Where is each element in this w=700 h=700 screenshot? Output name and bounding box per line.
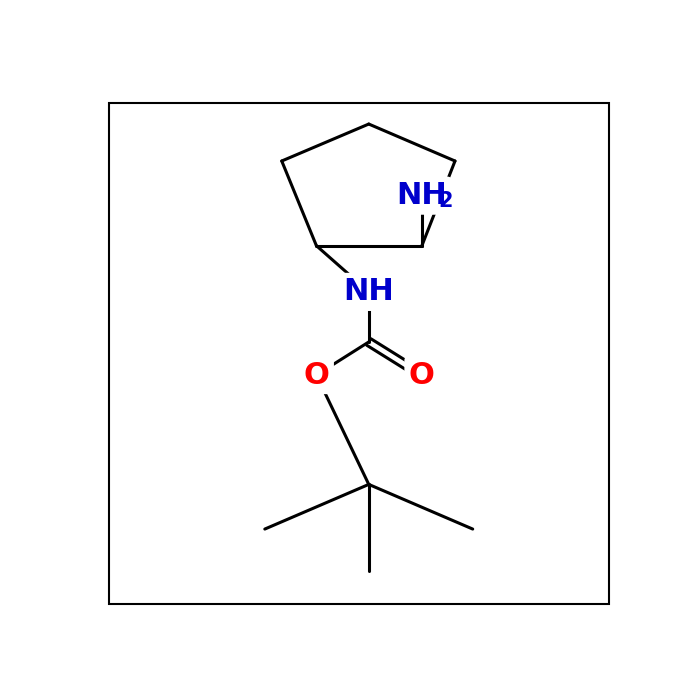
Text: 2: 2 (438, 191, 453, 211)
Text: O: O (304, 360, 329, 390)
Text: O: O (409, 360, 435, 390)
Text: NH: NH (344, 277, 394, 307)
Text: NH: NH (396, 181, 447, 210)
